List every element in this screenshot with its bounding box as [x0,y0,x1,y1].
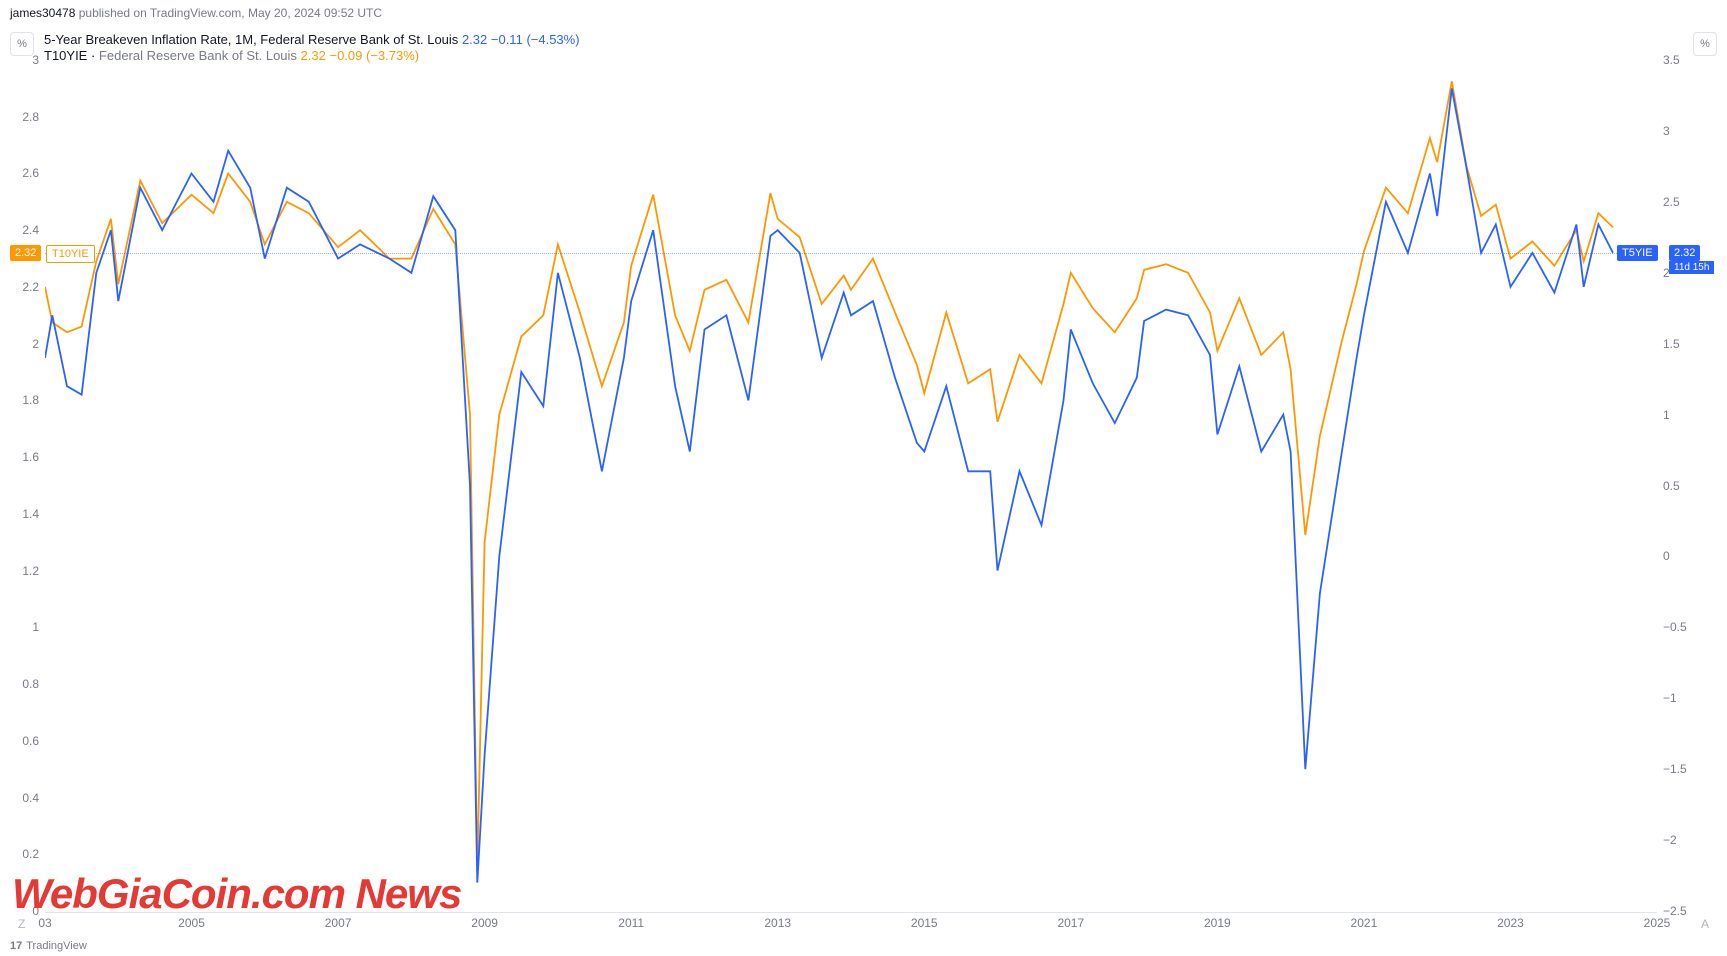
x-tick: 2013 [764,916,791,930]
y-left-tick: 2.6 [22,166,39,180]
x-tick: 2011 [618,916,644,930]
percent-toggle-right[interactable]: % [1693,32,1717,56]
x-tick: 2009 [471,916,498,930]
y-left-tick: 0.4 [22,791,39,805]
y-left-tick: 1.2 [22,564,39,578]
chart-container: james30478 published on TradingView.com,… [0,0,1727,956]
y-right-tick: −0.5 [1663,620,1687,634]
auto-button[interactable]: A [1701,917,1709,931]
y-left-tick: 2.2 [22,280,39,294]
y-right-tick: 3.5 [1663,53,1680,67]
percent-toggle-left[interactable]: % [10,32,34,56]
x-tick: 2017 [1057,916,1084,930]
chart-plot-area[interactable] [45,60,1657,911]
x-tick: 2015 [911,916,938,930]
y-right-tick: 3 [1663,124,1670,138]
series-t10yie [45,81,1613,868]
line-plot [45,60,1657,911]
x-tick: 2019 [1204,916,1231,930]
y-left-tick: 1.6 [22,450,39,464]
y-left-tick: 0.6 [22,734,39,748]
tv-icon: 17 [10,940,22,952]
x-tick: 2023 [1497,916,1524,930]
y-right-tick: −1.5 [1663,762,1687,776]
y-left-tick: 0.2 [22,847,39,861]
x-tick: 2005 [178,916,205,930]
y-right-tick: 0 [1663,549,1670,563]
y-right-tick: 1 [1663,408,1670,422]
right-symbol-badge: T5YIE [1617,245,1658,261]
legend-line-1[interactable]: 5-Year Breakeven Inflation Rate, 1M, Fed… [44,32,580,48]
x-tick: 2021 [1351,916,1378,930]
left-value-badge: 2.32 [10,245,41,261]
current-value-line [45,253,1657,254]
watermark: WebGiaCoin.com News [12,870,461,918]
x-tick: 03 [38,916,51,930]
tradingview-logo[interactable]: 17 TradingView [10,940,87,952]
y-left-tick: 0.8 [22,677,39,691]
y-left-tick: 1.4 [22,507,39,521]
y-right-tick: −1 [1663,691,1677,705]
y-axis-right[interactable]: 3.532.521.510.50−0.5−1−1.5−2−2.5 [1657,60,1727,911]
y-left-tick: 2 [32,337,39,351]
y-right-tick: 0.5 [1663,479,1680,493]
x-tick: 2025 [1644,916,1671,930]
x-tick: 2007 [325,916,352,930]
y-left-tick: 1.8 [22,393,39,407]
series-t5yie [45,88,1613,882]
right-value-badge: 2.32 [1669,245,1700,261]
y-left-tick: 1 [32,620,39,634]
y-right-tick: −2 [1663,833,1677,847]
y-left-tick: 2.8 [22,110,39,124]
y-axis-left[interactable]: 32.82.62.42.221.81.61.41.210.80.60.40.20 [0,60,45,911]
y-right-tick: 1.5 [1663,337,1680,351]
countdown-badge: 11d 15h [1669,261,1714,274]
publish-info: james30478 published on TradingView.com,… [10,6,382,20]
y-left-tick: 2.4 [22,223,39,237]
left-symbol-badge: T10YIE [46,245,95,263]
y-right-tick: 2.5 [1663,195,1680,209]
zoom-button[interactable]: Z [18,917,25,931]
y-left-tick: 3 [32,53,39,67]
